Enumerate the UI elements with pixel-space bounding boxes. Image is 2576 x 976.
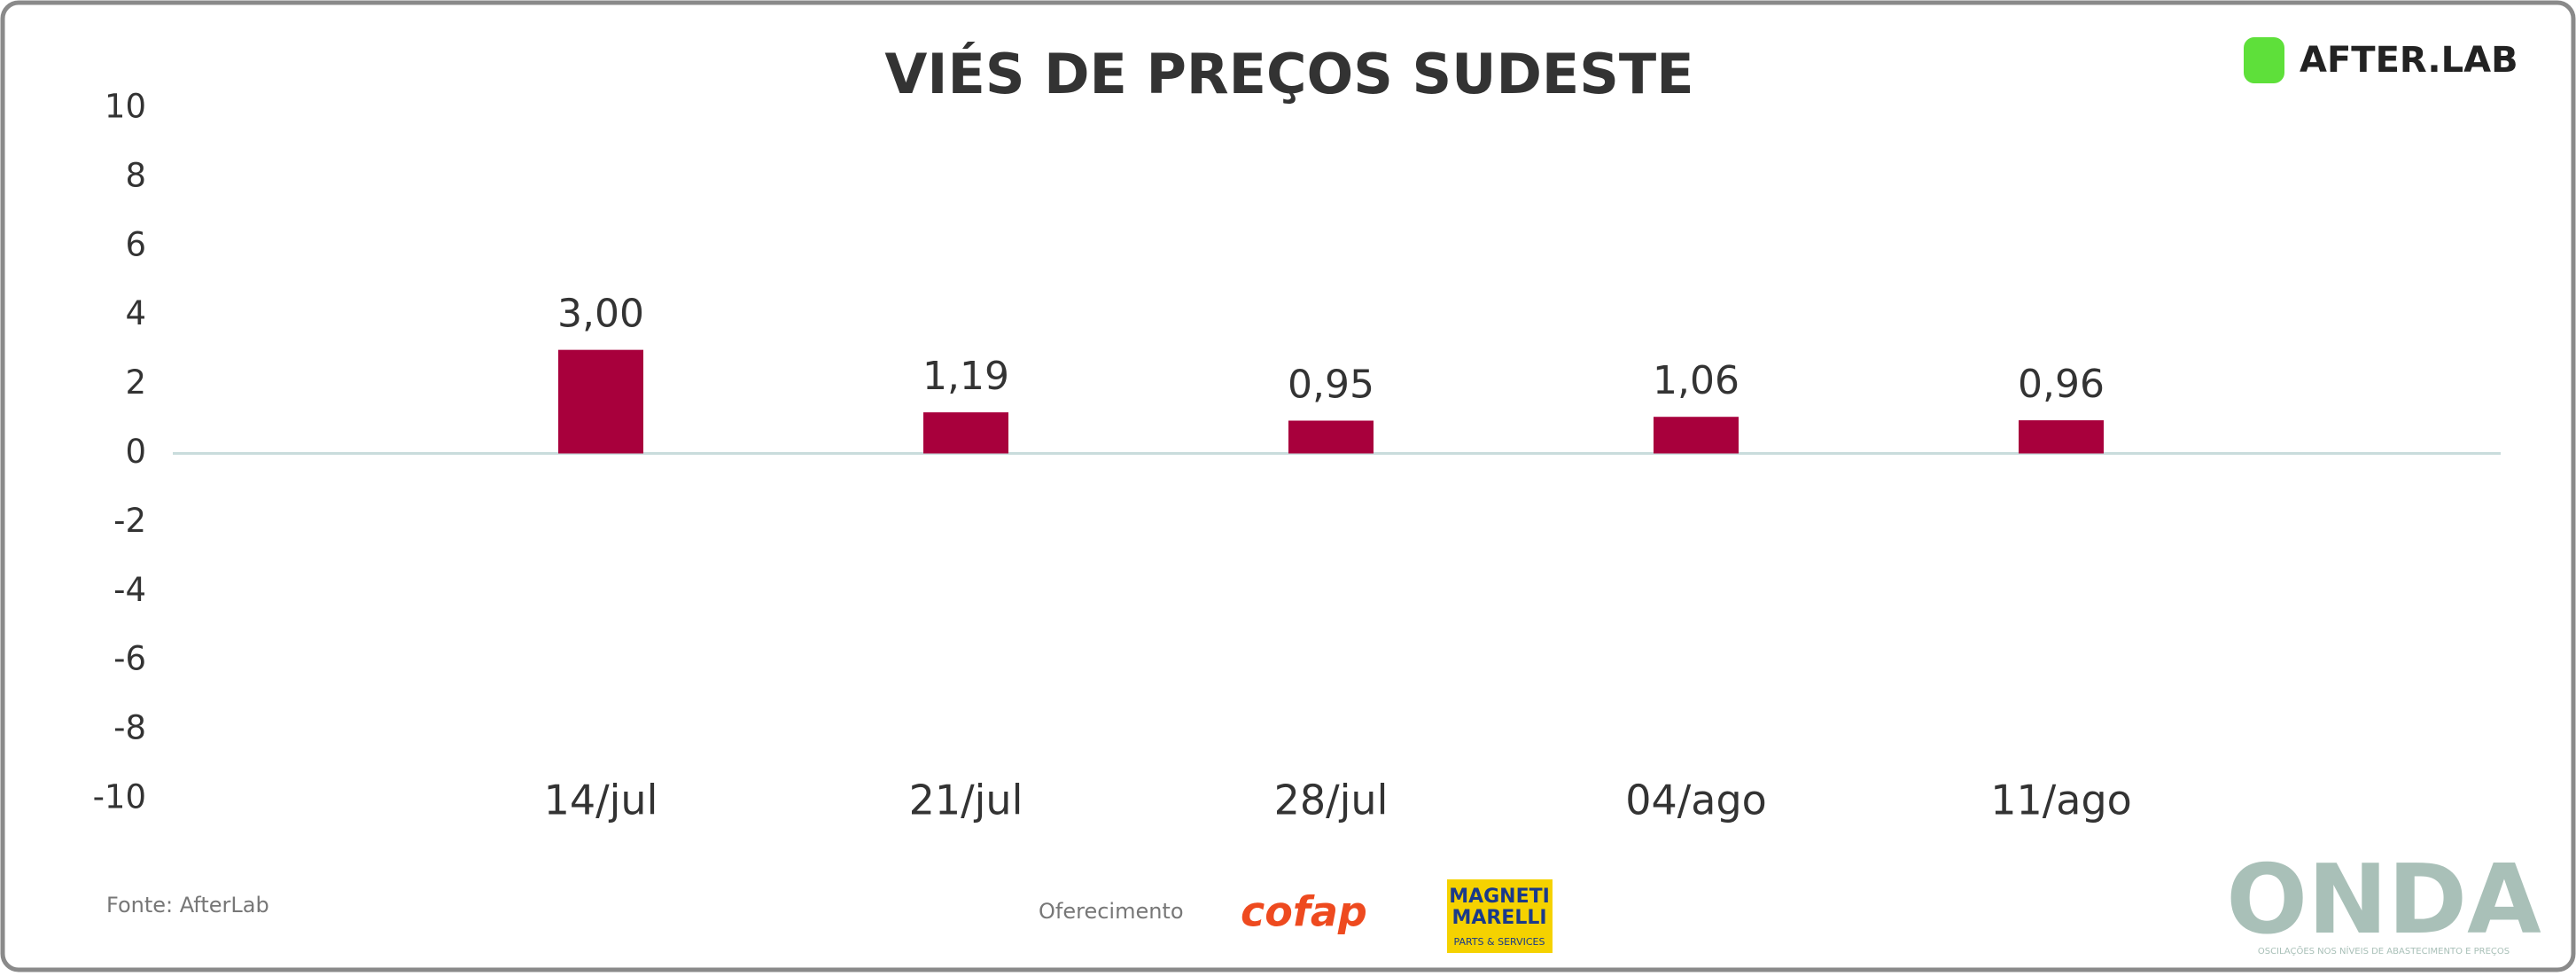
x-tick-label: 04/ago: [1625, 777, 1767, 824]
x-tick-label: 21/jul: [909, 777, 1023, 824]
value-label: 0,96: [2018, 362, 2105, 407]
bar: [2019, 420, 2104, 454]
y-tick-label: 6: [125, 225, 146, 263]
sponsor-logo: MARELLI: [1451, 907, 1546, 929]
source-note: Fonte: AfterLab: [106, 893, 269, 917]
y-tick-label: 8: [125, 156, 146, 194]
sponsor-logo: MAGNETI: [1449, 886, 1550, 908]
sponsor-label: Oferecimento: [1039, 899, 1184, 924]
brand-tagline: OSCILAÇÕES NOS NÍVEIS DE ABASTECIMENTO E…: [2258, 945, 2510, 956]
y-tick-label: 2: [125, 363, 146, 402]
sponsor-box: [1447, 879, 1553, 953]
y-tick-label: 4: [125, 294, 146, 332]
chart-title: VIÉS DE PREÇOS SUDESTE: [884, 42, 1693, 106]
logo-icon: [2244, 37, 2284, 83]
sponsor-tag: PARTS & SERVICES: [1454, 936, 1545, 948]
y-tick-label: 0: [125, 433, 146, 471]
value-label: 3,00: [557, 292, 644, 337]
sponsor-logo: cofap: [1241, 888, 1367, 936]
x-tick-label: 28/jul: [1274, 777, 1389, 824]
y-tick-label: -2: [113, 502, 146, 540]
y-tick-label: -4: [113, 571, 146, 609]
y-tick-label: -8: [113, 709, 146, 747]
x-tick-label: 14/jul: [544, 777, 658, 824]
bar: [1654, 417, 1739, 454]
value-label: 0,95: [1288, 362, 1374, 407]
y-tick-label: -6: [113, 640, 146, 678]
x-tick-label: 11/ago: [1990, 777, 2132, 824]
bar: [923, 412, 1008, 454]
value-label: 1,19: [922, 354, 1009, 399]
brand-logo: ONDA: [2226, 845, 2541, 956]
y-tick-label: 10: [105, 88, 146, 126]
logo-text: AFTER.LAB: [2300, 40, 2518, 81]
value-label: 1,06: [1653, 358, 1739, 403]
y-tick-label: -10: [93, 778, 146, 816]
bar: [1288, 420, 1374, 454]
bar: [558, 349, 643, 454]
